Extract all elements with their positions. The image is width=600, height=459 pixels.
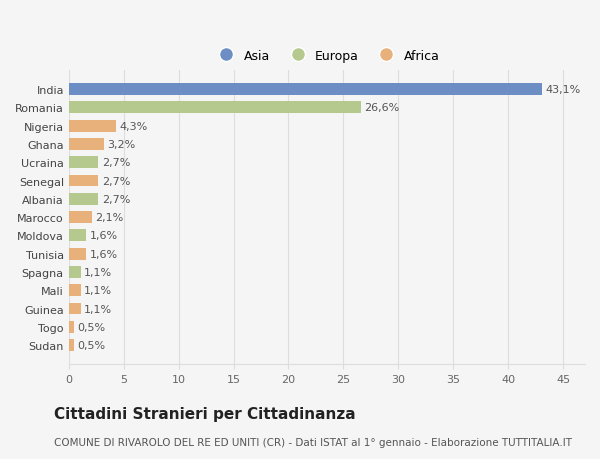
Text: 1,1%: 1,1% [84,285,112,296]
Bar [69,266,81,278]
Bar [69,321,74,333]
Text: 1,6%: 1,6% [89,249,118,259]
Bar [69,157,98,169]
Text: COMUNE DI RIVAROLO DEL RE ED UNITI (CR) - Dati ISTAT al 1° gennaio - Elaborazion: COMUNE DI RIVAROLO DEL RE ED UNITI (CR) … [54,437,572,447]
Bar [69,193,98,205]
Bar [69,102,361,114]
Text: 1,1%: 1,1% [84,268,112,277]
Text: 4,3%: 4,3% [119,121,148,131]
Bar [69,139,104,151]
Legend: Asia, Europa, Africa: Asia, Europa, Africa [209,45,445,67]
Text: 3,2%: 3,2% [107,140,136,150]
Text: 0,5%: 0,5% [77,341,106,350]
Bar [69,303,81,315]
Bar [69,175,98,187]
Bar [69,212,92,224]
Text: 1,1%: 1,1% [84,304,112,314]
Text: 2,7%: 2,7% [101,194,130,204]
Text: 0,5%: 0,5% [77,322,106,332]
Text: 43,1%: 43,1% [545,85,581,95]
Text: 2,7%: 2,7% [101,176,130,186]
Text: 2,1%: 2,1% [95,213,124,223]
Bar [69,285,81,297]
Text: 1,6%: 1,6% [89,231,118,241]
Text: 2,7%: 2,7% [101,158,130,168]
Bar [69,120,116,132]
Text: Cittadini Stranieri per Cittadinanza: Cittadini Stranieri per Cittadinanza [54,406,356,421]
Bar [69,84,542,96]
Bar [69,248,86,260]
Text: 26,6%: 26,6% [364,103,400,113]
Bar [69,340,74,351]
Bar [69,230,86,242]
